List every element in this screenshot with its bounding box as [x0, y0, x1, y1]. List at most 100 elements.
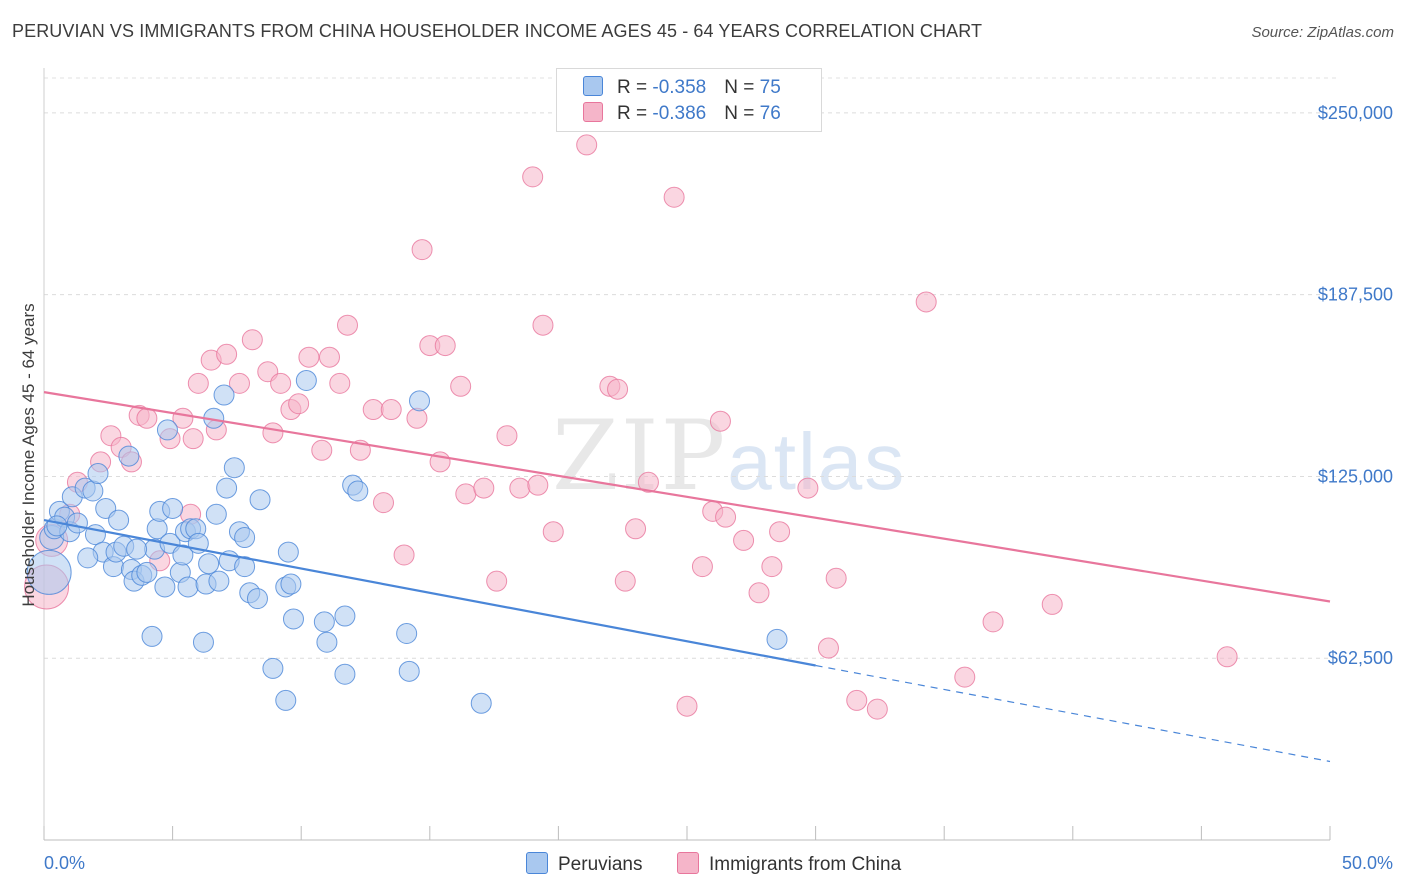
correlation-legend: R = -0.358 N = 75 R = -0.386 N = 76 [556, 68, 822, 132]
peruvian-point [766, 628, 788, 650]
china-point [298, 346, 320, 368]
china-point [915, 291, 937, 313]
bottom-legend-label: Peruvians [558, 854, 643, 875]
china-point [1216, 646, 1238, 668]
china-point [733, 529, 755, 551]
x-tick-label: 0.0% [44, 853, 85, 873]
peruvian-point [162, 497, 184, 519]
peruvian-point [275, 689, 297, 711]
peruvian-point [334, 605, 356, 627]
peruvian-point [118, 445, 140, 467]
china-point [1041, 593, 1063, 615]
peruvian-point [172, 544, 194, 566]
china-point [709, 410, 731, 432]
china-point [182, 428, 204, 450]
y-tick-label: $187,500 [1318, 285, 1393, 305]
peruvian-point [213, 384, 235, 406]
y-tick-label: $62,500 [1328, 648, 1393, 668]
china-point [288, 393, 310, 415]
china-point [450, 375, 472, 397]
trend-line-peruvians-extrapolated [815, 664, 1331, 763]
peruvian-point [409, 390, 431, 412]
china-point [362, 399, 384, 421]
china-point [329, 372, 351, 394]
peruvian-point [282, 608, 304, 630]
legend-n-value: 75 [759, 77, 781, 98]
peruvian-point [82, 480, 104, 502]
peruvian-point [208, 570, 230, 592]
legend-swatch-blue [583, 76, 603, 96]
peruvian-point [246, 588, 268, 610]
peruvian-point [262, 657, 284, 679]
peruvian-point [470, 692, 492, 714]
china-point [825, 567, 847, 589]
peruvian-point [77, 547, 99, 569]
china-point [496, 425, 518, 447]
peruvian-point [141, 625, 163, 647]
bottom-legend-swatch-blue [526, 852, 548, 874]
china-point [241, 329, 263, 351]
legend-n-label: N = [724, 77, 760, 98]
china-point [846, 689, 868, 711]
peruvian-point [347, 480, 369, 502]
peruvian-point [177, 576, 199, 598]
china-point [954, 666, 976, 688]
axes [43, 68, 1331, 841]
peruvian-point [26, 549, 72, 595]
legend-row-peruvians: R = -0.358 N = 75 [583, 76, 781, 100]
peruvian-point [192, 631, 214, 653]
china-point [486, 570, 508, 592]
peruvian-point [156, 419, 178, 441]
trend-line-china [43, 391, 1331, 603]
peruvian-point [277, 541, 299, 563]
peruvian-point [126, 538, 148, 560]
legend-swatch-pink [583, 102, 603, 122]
legend-r-label: R = [617, 103, 653, 124]
china-point [715, 506, 737, 528]
legend-r-label: R = [617, 77, 653, 98]
china-point [614, 570, 636, 592]
peruvian-point [316, 631, 338, 653]
legend-r-value: -0.386 [652, 103, 707, 124]
china-point [216, 343, 238, 365]
peruvian-point [205, 503, 227, 525]
bottom-legend-swatch-pink [677, 852, 699, 874]
peruvian-point [136, 561, 158, 583]
china-point [336, 314, 358, 336]
china-point [542, 521, 564, 543]
peruvian-point [398, 660, 420, 682]
source-label: Source: ZipAtlas.com [1251, 24, 1394, 41]
china-point [676, 695, 698, 717]
peruvian-point [396, 623, 418, 645]
peruvian-point [334, 663, 356, 685]
china-point [311, 439, 333, 461]
china-point [411, 239, 433, 261]
china-point [380, 399, 402, 421]
trend-lines [43, 391, 1331, 763]
china-point [318, 346, 340, 368]
peruvian-point [66, 512, 88, 534]
peruvian-point [154, 576, 176, 598]
peruvian-point [46, 515, 68, 537]
china-point [663, 186, 685, 208]
peruvian-point [295, 369, 317, 391]
china-point [607, 378, 629, 400]
china-point [982, 611, 1004, 633]
legend-n-label: N = [724, 103, 760, 124]
peruvian-point [108, 509, 130, 531]
bottom-legend-label: Immigrants from China [709, 854, 902, 875]
china-point [522, 166, 544, 188]
y-axis-label: Householder Income Ages 45 - 64 years [19, 303, 38, 606]
watermark: ZIPatlas [552, 400, 906, 512]
chart-title: PERUVIAN VS IMMIGRANTS FROM CHINA HOUSEH… [12, 21, 983, 41]
peruvian-point [280, 573, 302, 595]
china-point [228, 372, 250, 394]
bottom-legend-china: Immigrants from China [677, 852, 901, 876]
china-point [393, 544, 415, 566]
watermark-zip: ZIP [552, 400, 728, 512]
china-point [817, 637, 839, 659]
china-point [797, 477, 819, 499]
china-point [866, 698, 888, 720]
y-tick-label: $125,000 [1318, 466, 1393, 486]
